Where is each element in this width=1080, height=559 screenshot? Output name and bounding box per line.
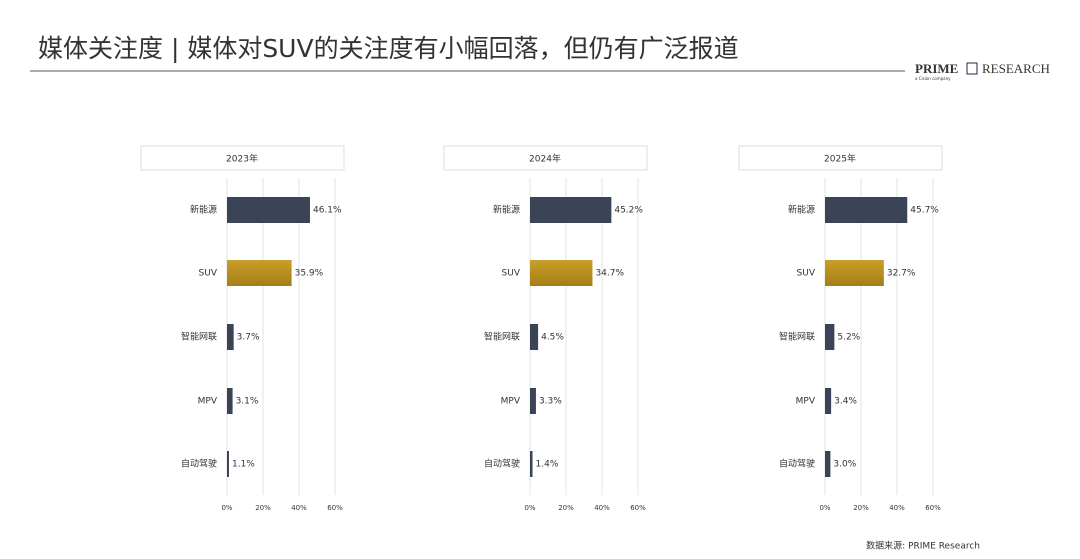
bar [227,260,292,286]
y-tick-label: 自动驾驶 [181,458,217,470]
panel-header-box [443,145,648,171]
x-tick-label: 60% [925,504,941,512]
bar [227,324,234,350]
value-label: 3.7% [237,333,260,343]
value-label: 3.4% [834,397,857,407]
panel-title: 2025年 [824,153,856,165]
bar [227,451,229,477]
panel-title: 2024年 [529,153,561,165]
bar [825,324,835,350]
logo-name-2: RESEARCH [982,61,1050,76]
value-label: 3.3% [539,397,562,407]
bar [530,388,536,414]
x-tick-label: 0% [524,504,535,512]
x-tick-label: 60% [327,504,343,512]
y-tick-label: SUV [797,269,816,279]
y-tick-label: SUV [199,269,218,279]
y-tick-label: MPV [796,397,816,407]
value-label: 32.7% [887,269,916,279]
slide-title: 媒体关注度 | 媒体对SUV的关注度有小幅回落，但仍有广泛报道 [38,34,739,63]
logo-name: PRIME [915,61,958,76]
bar [227,388,233,414]
value-label: 5.2% [837,333,860,343]
bar [530,324,539,350]
y-tick-label: MPV [198,397,218,407]
logo-tagline: a Cision company [915,76,951,81]
bar [825,451,831,477]
source: 数据来源: PRIME Research [866,540,980,552]
value-label: 1.4% [536,460,559,470]
bar [530,197,612,223]
x-tick-label: 20% [255,504,271,512]
value-label: 4.5% [541,333,564,343]
x-tick-label: 60% [630,504,646,512]
value-label: 45.7% [910,206,939,216]
value-label: 1.1% [232,460,255,470]
x-tick-label: 0% [819,504,830,512]
y-tick-label: 智能网联 [779,331,815,343]
value-label: 3.0% [833,460,856,470]
bar [825,388,832,414]
value-label: 45.2% [614,206,643,216]
x-tick-label: 20% [853,504,869,512]
y-tick-label: 智能网联 [484,331,520,343]
y-tick-label: 新能源 [190,204,217,216]
y-tick-label: SUV [502,269,521,279]
logo-icon [966,62,978,75]
x-tick-label: 40% [291,504,307,512]
bar [530,260,593,286]
y-tick-label: 自动驾驶 [484,458,520,470]
x-tick-label: 40% [594,504,610,512]
x-tick-label: 0% [221,504,232,512]
panel-title: 2023年 [226,153,258,165]
bar [530,451,533,477]
value-label: 34.7% [595,269,624,279]
y-tick-label: 新能源 [788,204,815,216]
panel-header-box [140,145,345,171]
bar [227,197,310,223]
value-label: 46.1% [313,206,342,216]
bar [825,197,908,223]
value-label: 35.9% [295,269,324,279]
bar [825,260,884,286]
y-tick-label: 新能源 [493,204,520,216]
y-tick-label: 智能网联 [181,331,217,343]
y-tick-label: 自动驾驶 [779,458,815,470]
y-tick-label: MPV [501,397,521,407]
x-tick-label: 20% [558,504,574,512]
value-label: 3.1% [236,397,259,407]
panel-header-box [738,145,943,171]
x-tick-label: 40% [889,504,905,512]
